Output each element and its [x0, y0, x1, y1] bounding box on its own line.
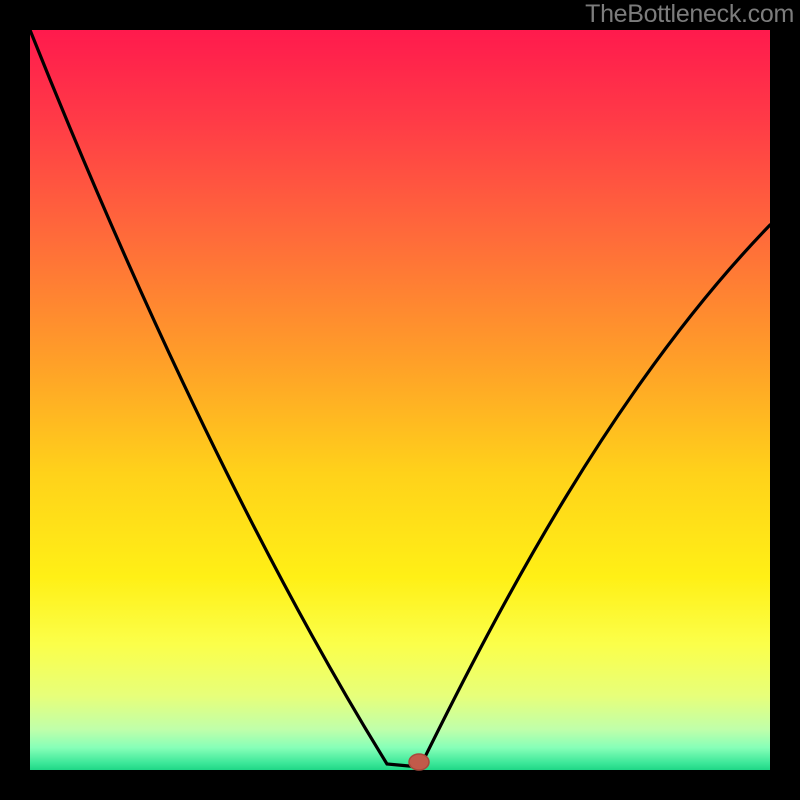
plot-background — [30, 30, 770, 770]
watermark-text: TheBottleneck.com — [585, 0, 794, 29]
optimum-marker — [409, 754, 429, 770]
bottleneck-chart — [0, 0, 800, 800]
